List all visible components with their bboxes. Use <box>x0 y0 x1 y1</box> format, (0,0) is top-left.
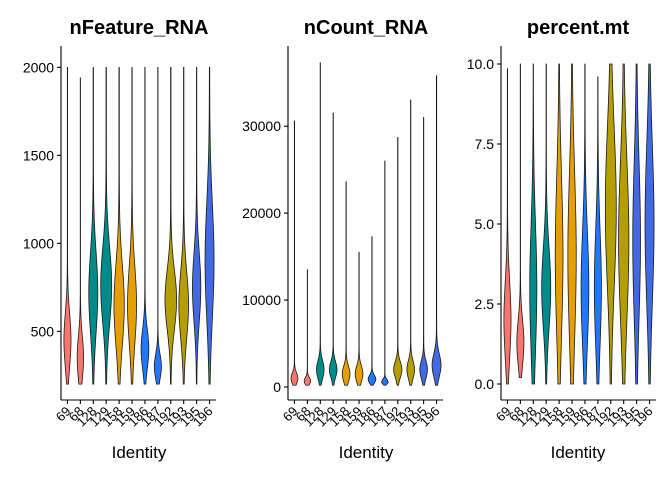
panel-title: percent.mt <box>527 17 630 39</box>
violin-68 <box>76 77 85 385</box>
violin-192 <box>604 63 617 385</box>
violin-193 <box>406 99 415 386</box>
y-tick-label: 2.5 <box>475 296 495 312</box>
violin-196 <box>644 63 655 385</box>
violin-158 <box>554 63 564 385</box>
y-tick-label: 7.5 <box>475 136 495 152</box>
y-tick-label: 1000 <box>23 235 54 251</box>
y-tick-label: 2000 <box>23 59 54 75</box>
violin-128 <box>529 63 538 385</box>
y-tick-label: 10.0 <box>467 56 494 72</box>
violin-195 <box>419 117 428 386</box>
violin-69 <box>290 120 299 386</box>
violin-129 <box>541 63 552 385</box>
violin-186 <box>580 63 590 385</box>
y-tick-label: 5.0 <box>475 216 495 232</box>
y-tick-label: 20000 <box>242 205 281 221</box>
y-tick-label: 30000 <box>242 118 281 134</box>
violin-192 <box>164 66 178 385</box>
y-tick-label: 0.0 <box>475 376 495 392</box>
y-tick-label: 10000 <box>242 292 281 308</box>
violin-159 <box>127 66 137 385</box>
violin-193 <box>618 63 630 385</box>
x-axis-label: Identity <box>112 443 167 462</box>
violin-186 <box>140 66 150 385</box>
violin-129 <box>100 66 113 385</box>
panel-percent-mt: percent.mt Identity 0.02.55.07.510.06968… <box>467 17 656 462</box>
violin-159 <box>567 63 577 385</box>
violin-187 <box>593 76 602 385</box>
x-axis-label: Identity <box>339 443 394 462</box>
violin-158 <box>113 66 125 385</box>
violin-186 <box>367 236 377 386</box>
x-axis-label: Identity <box>551 443 606 462</box>
violin-128 <box>88 66 99 385</box>
panel-title: nFeature_RNA <box>70 17 209 39</box>
violin-128 <box>316 62 325 386</box>
y-tick-label: 1500 <box>23 147 54 163</box>
violin-195 <box>632 63 641 385</box>
violin-69 <box>63 66 72 385</box>
violin-195 <box>192 66 202 385</box>
violin-192 <box>393 137 403 386</box>
violin-69 <box>503 68 512 385</box>
violin-196 <box>204 66 215 385</box>
violin-158 <box>341 181 351 386</box>
violin-159 <box>354 251 364 386</box>
panel-title: nCount_RNA <box>304 17 428 39</box>
violin-187 <box>153 66 162 385</box>
violin-68 <box>516 63 525 378</box>
violin-68 <box>303 269 312 386</box>
y-tick-label: 500 <box>31 323 55 339</box>
violin-187 <box>381 160 389 386</box>
violin-196 <box>431 75 442 386</box>
violin-193 <box>178 66 189 385</box>
panel-nfeature-rna: nFeature_RNA Identity 500100015002000696… <box>23 17 216 462</box>
violin-129 <box>328 112 338 386</box>
y-tick-label: 0 <box>273 379 281 395</box>
